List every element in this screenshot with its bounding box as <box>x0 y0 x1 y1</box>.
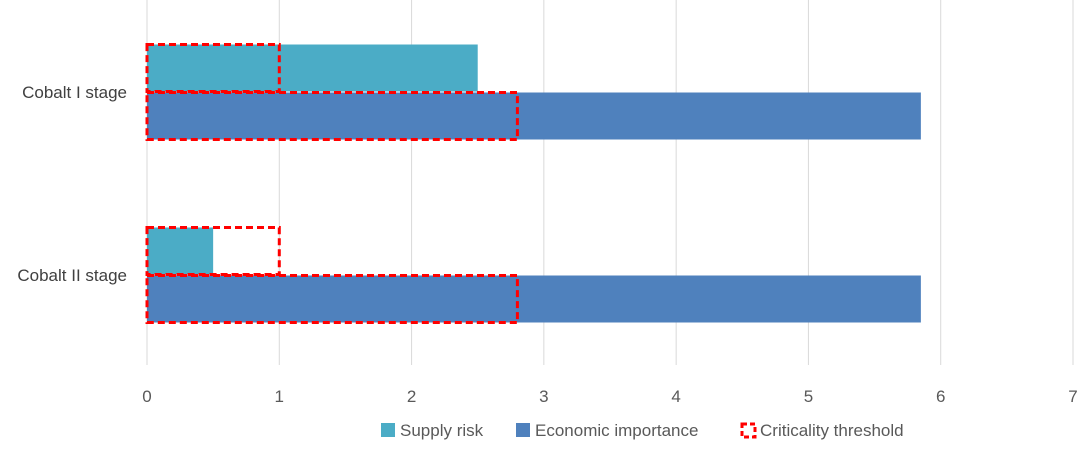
legend-label-criticality-threshold: Criticality threshold <box>760 421 904 440</box>
legend: Supply risk Economic importance Criticalit… <box>381 421 904 440</box>
x-tick-label-4: 4 <box>671 387 680 406</box>
x-tick-label-3: 3 <box>539 387 548 406</box>
x-axis: 0 1 2 3 4 5 6 7 <box>142 387 1077 406</box>
bar-supply-risk-cobalt-i-stage <box>147 44 478 92</box>
legend-swatch-supply-risk <box>381 423 395 437</box>
x-tick-label-0: 0 <box>142 387 151 406</box>
bar-economic-importance-cobalt-i-stage <box>147 92 921 140</box>
category-labels: Cobalt I stage Cobalt II stage <box>17 83 127 285</box>
bars <box>147 44 921 323</box>
legend-label-economic-importance: Economic importance <box>535 421 698 440</box>
x-tick-label-2: 2 <box>407 387 416 406</box>
bar-economic-importance-cobalt-ii-stage <box>147 275 921 323</box>
threshold-boxes <box>145 43 519 324</box>
category-label-cobalt-i-stage: Cobalt I stage <box>22 83 127 102</box>
category-label-cobalt-ii-stage: Cobalt II stage <box>17 266 127 285</box>
x-tick-label-1: 1 <box>275 387 284 406</box>
x-tick-label-6: 6 <box>936 387 945 406</box>
legend-swatch-economic-importance <box>516 423 530 437</box>
legend-swatch-criticality-threshold <box>740 422 757 439</box>
x-tick-label-5: 5 <box>804 387 813 406</box>
legend-label-supply-risk: Supply risk <box>400 421 484 440</box>
bar-supply-risk-cobalt-ii-stage <box>147 227 214 275</box>
x-tick-label-7: 7 <box>1068 387 1077 406</box>
